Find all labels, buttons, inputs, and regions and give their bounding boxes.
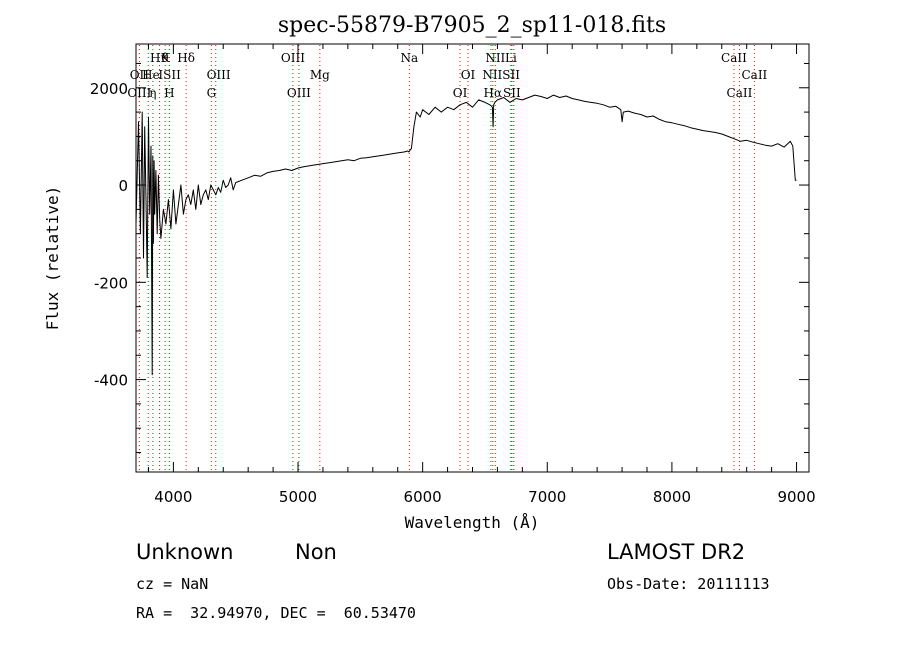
line-label: Hϑ [150,51,169,65]
line-label: η [149,86,156,100]
line-label: Mg [310,68,330,82]
line-label: OIII [281,51,305,65]
object-class: Unknown [136,540,234,564]
line-label: OIII [127,86,151,100]
x-axis-label: Wavelength (Å) [405,513,540,532]
spectrum-line [135,94,797,376]
line-label: CaII [727,86,753,100]
line-label: SII [503,86,521,100]
line-label: CaII [721,51,747,65]
spectrum-series [135,94,797,376]
axes: 4000 5000 6000 7000 8000 9000 -400 -200 0 2000 [90,44,816,506]
line-label: ISII [158,68,181,82]
y-tick-label: -200 [94,274,128,292]
x-tick-label: 9000 [777,488,815,506]
redshift-cz: cz = NaN [136,575,209,593]
x-tick-label: 6000 [404,488,442,506]
obs-date: Obs-Date: 20111113 [607,575,770,593]
line-label: NIISII [482,68,520,82]
x-tick-label: 5000 [279,488,317,506]
line-label: OI [461,68,476,82]
line-label: He [142,68,160,82]
line-label: OI [453,86,468,100]
object-subclass: Non [295,540,337,564]
survey-name: LAMOST DR2 [607,540,746,564]
line-label: OIII [207,68,231,82]
line-label: Hδ [177,51,195,65]
line-label: CaII [741,68,767,82]
y-tick-label: 2000 [90,80,128,98]
line-label: K [161,51,171,65]
chart-title: spec-55879-B7905_2_sp11-018.fits [278,13,666,38]
y-axis-label: Flux (relative) [43,186,62,331]
y-tick-label: -400 [94,372,128,390]
plot-frame [135,43,810,473]
line-label: G [207,86,217,100]
line-label: Na [400,51,418,65]
line-label: NII [485,51,505,65]
line-label: Li [505,51,517,65]
line-label: Hα [484,86,503,100]
coordinates: RA = 32.94970, DEC = 60.53470 [136,604,416,622]
line-label: H [164,86,174,100]
y-tick-label: 0 [118,177,128,195]
x-tick-label: 4000 [154,488,192,506]
x-tick-label: 7000 [528,488,566,506]
x-tick-label: 8000 [653,488,691,506]
line-label: OII [130,68,150,82]
line-label: OIII [287,86,311,100]
line-markers [138,45,755,471]
